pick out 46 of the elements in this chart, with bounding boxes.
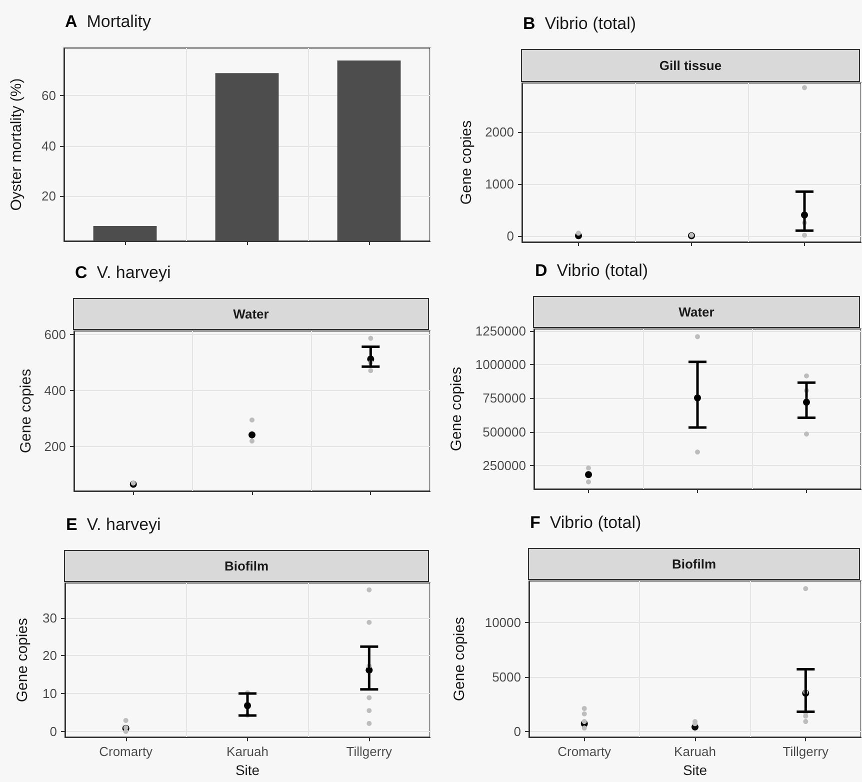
y-axis-title: Gene copies <box>14 618 31 702</box>
y-tick-label: 10000 <box>484 614 521 630</box>
y-tick-label: 2000 <box>485 124 514 140</box>
y-tick-label: 750000 <box>482 390 526 406</box>
y-tick-label: 10 <box>42 686 57 702</box>
chart-subtitle: Water <box>678 304 714 320</box>
y-tick-label: 400 <box>44 383 66 398</box>
x-tick-label: Karuah <box>226 744 268 760</box>
chart-title: C V. harveyi <box>75 263 171 282</box>
y-tick-label: 0 <box>514 724 521 739</box>
y-tick-label: 40 <box>42 138 56 154</box>
y-tick-label: 20 <box>42 648 57 664</box>
y-tick-label: 200 <box>44 439 66 454</box>
y-axis-title: Oyster mortality (%) <box>8 78 25 211</box>
y-tick-label: 250000 <box>482 458 526 473</box>
y-tick-label: 500000 <box>482 424 526 440</box>
x-tick-label: Karuah <box>674 744 716 760</box>
chart-subtitle: Biofilm <box>224 558 269 574</box>
y-axis-title: Gene copies <box>448 366 465 452</box>
x-tick-label: Tillgerry <box>782 744 830 760</box>
chart-title: E V. harveyi <box>66 515 161 534</box>
chart-title: A Mortality <box>65 12 152 31</box>
y-axis-title: Gene copies <box>458 120 476 205</box>
y-axis-title: Gene copies <box>451 616 468 702</box>
y-axis-title: Gene copies <box>17 368 34 454</box>
chart-subtitle: Water <box>233 306 269 322</box>
y-tick-label: 20 <box>42 188 56 204</box>
y-tick-label: 600 <box>44 326 66 342</box>
chart-subtitle: Biofilm <box>672 556 716 572</box>
y-tick-label: 1000000 <box>475 357 526 372</box>
chart-title: B Vibrio (total) <box>523 14 636 33</box>
x-axis-title: Site <box>682 762 708 778</box>
y-tick-label: 1000 <box>485 176 514 192</box>
y-tick-label: 60 <box>42 88 56 104</box>
y-tick-label: 5000 <box>492 669 521 684</box>
x-tick-label: Cromarty <box>99 744 154 760</box>
x-tick-label: Cromarty <box>558 744 612 760</box>
y-tick-label: 0 <box>506 228 514 244</box>
x-tick-label: Tillgerry <box>346 744 393 760</box>
y-tick-label: 30 <box>42 610 57 626</box>
x-axis-title: Site <box>235 762 260 778</box>
chart-title: F Vibrio (total) <box>530 513 642 532</box>
y-tick-label: 0 <box>50 724 57 739</box>
y-tick-label: 1250000 <box>475 324 526 339</box>
chart-title: D Vibrio (total) <box>535 261 648 280</box>
chart-subtitle: Gill tissue <box>659 58 722 73</box>
